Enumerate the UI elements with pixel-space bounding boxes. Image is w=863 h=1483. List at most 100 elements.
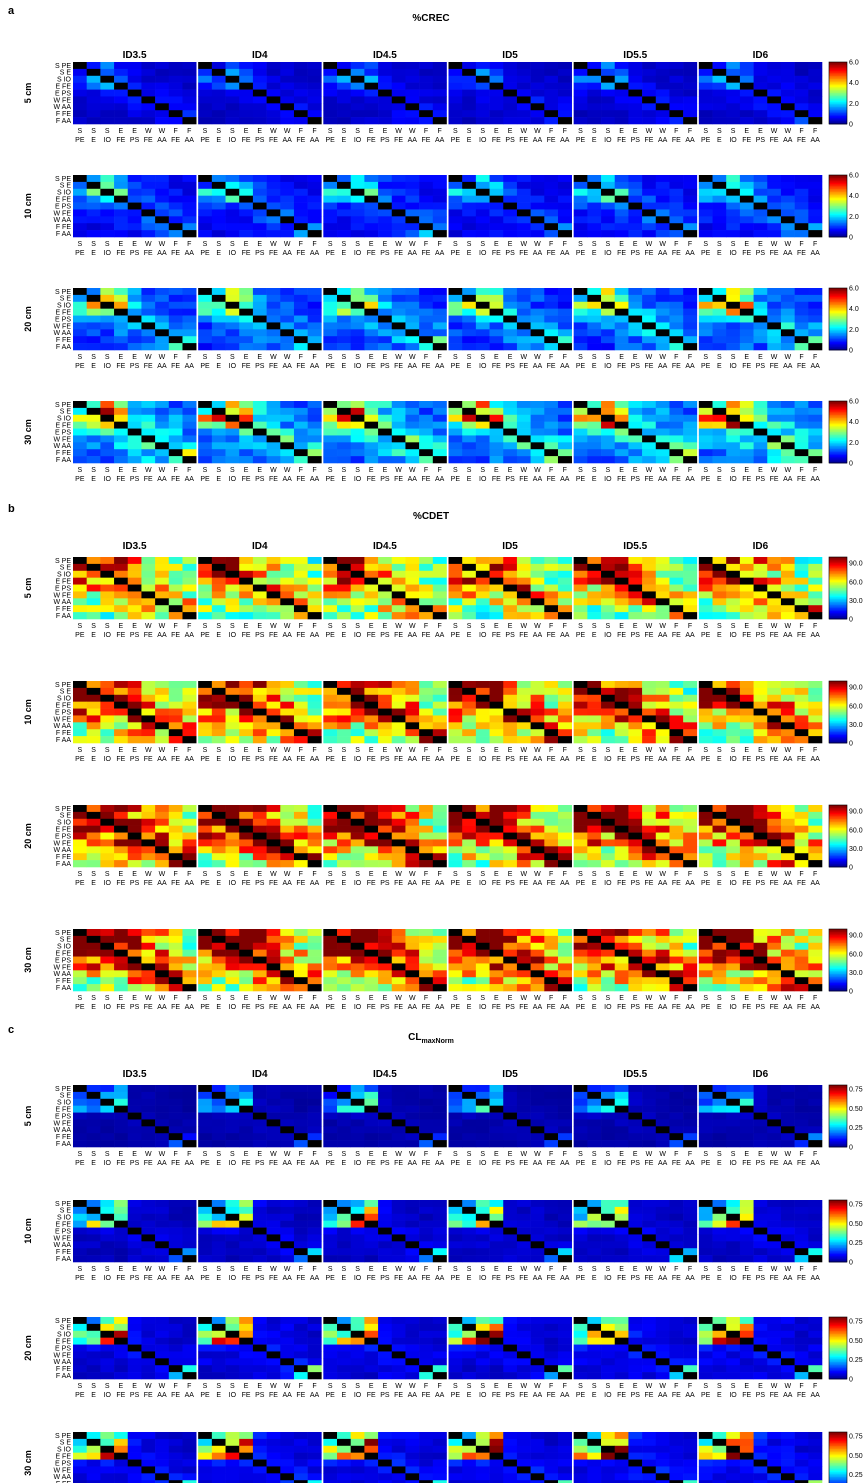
x-tick-label: E [244,354,249,361]
heatmap-cell [808,68,823,77]
x-tick-label: W [395,467,402,474]
colorbar-step [829,117,847,120]
heatmap-cell [601,456,616,464]
heatmap-cell [628,209,643,217]
heatmap-cell [516,435,531,443]
heatmap-cell [127,401,142,409]
heatmap-cell [655,846,670,854]
colorbar-step [829,348,847,351]
x-tick-label: E [744,623,749,630]
heatmap-cell [323,401,338,409]
y-tick-label: F AA [56,118,72,125]
y-tick-label: W FE [54,840,72,847]
heatmap-cell [155,722,170,730]
heatmap-cell [86,202,101,210]
colorbar-step [829,291,847,294]
heatmap-cell [516,288,531,296]
heatmap-cell [780,230,795,238]
colorbar-step [829,836,847,838]
heatmap-cell [211,970,226,978]
heatmap-cell [557,308,572,316]
heatmap-cell [794,708,809,716]
x-tick-label: PE [200,250,210,257]
heatmap-cell [642,846,657,854]
heatmap-cell [225,591,240,599]
heatmap-cell [683,82,698,90]
x-tick-label: FE [116,880,125,887]
heatmap-cell [698,82,713,90]
heatmap-cell [503,89,518,97]
heatmap-cell [655,687,670,696]
heatmap-cell [280,715,295,723]
x-tick-label: F [299,128,303,135]
heatmap-cell [503,288,518,296]
heatmap-cell [448,818,463,826]
x-tick-label: S [453,241,458,248]
heatmap-cell [280,929,295,937]
colorbar-step [829,328,847,331]
heatmap-cell [337,181,352,190]
heatmap-cell [753,407,768,416]
x-tick-label: E [216,1004,221,1011]
heatmap-cell [601,825,616,833]
heatmap-cell [141,62,156,70]
heatmap-cell [182,977,197,985]
heatmap-cell [642,701,657,709]
heatmap-cell [266,103,281,111]
heatmap-cell [698,853,713,861]
x-tick-label: FE [770,363,779,370]
x-tick-label: FE [144,632,153,639]
x-tick-label: PS [756,880,766,887]
heatmap-cell [698,687,713,696]
x-tick-label: PS [505,880,515,887]
heatmap-cell [503,322,518,330]
heatmap-cell [114,832,129,840]
y-tick-label: S PE [55,558,71,565]
x-tick-label: S [703,467,708,474]
heatmap-cell [252,846,267,854]
x-tick-label: S [342,241,347,248]
heatmap-cell [114,956,129,964]
heatmap-cell [489,68,504,77]
heatmap-cell [767,557,782,565]
x-tick-label: IO [729,137,737,144]
heatmap-cell [364,736,379,744]
heatmap-cell [794,584,809,592]
column-header: ID3.5 [123,541,147,552]
heatmap-cell [293,970,308,978]
heatmap-cell [503,860,518,868]
heatmap-cell [323,612,338,620]
heatmap-cell [127,929,142,937]
heatmap-cell [503,715,518,723]
y-tick-label: S E [60,183,72,190]
x-tick-label: IO [229,756,237,763]
heatmap-cell [127,288,142,296]
x-tick-label: S [467,467,472,474]
heatmap-cell [127,336,142,344]
heatmap-cell [168,832,183,840]
heatmap-cell [239,401,254,409]
heatmap-cell [503,970,518,978]
heatmap-cell [127,117,142,125]
heatmap-cell [198,294,213,303]
colorbar-step [829,560,847,563]
heatmap-cell [350,456,365,464]
heatmap-cell [391,414,406,422]
heatmap-cell [266,301,281,309]
heatmap-cell [489,223,504,231]
heatmap-cell [683,428,698,436]
colorbar-step [829,598,847,601]
heatmap-cell [225,805,240,813]
heatmap-cell [337,96,352,104]
heatmap-cell [293,442,308,450]
heatmap-cell [280,301,295,309]
heatmap-cell [516,563,531,572]
heatmap-cell [669,68,684,77]
x-tick-label: AA [810,880,820,887]
heatmap-cell [683,68,698,77]
heatmap-cell [614,308,629,316]
heatmap-cell [100,557,115,565]
heatmap-cell [73,449,87,457]
x-tick-label: S [230,747,235,754]
